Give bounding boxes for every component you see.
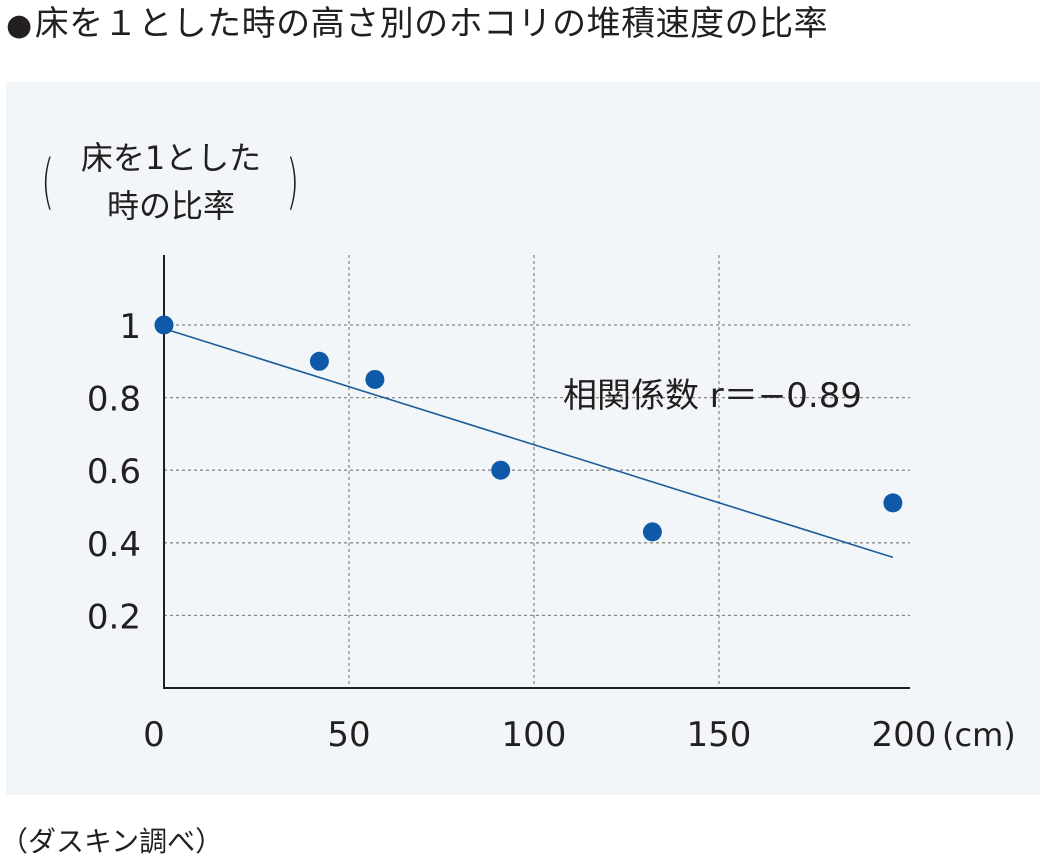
chart-title: ●床を１とした時の高さ別のホコリの堆積速度の比率 <box>6 2 828 48</box>
y-label-line1: 床を1とした <box>80 139 262 177</box>
trendline <box>163 327 894 559</box>
tick-labels: 0.2 0.4 0.6 0.8 1 0 50 100 150 200 (cm) <box>87 307 1016 755</box>
grid-lines <box>164 255 910 688</box>
chart-panel <box>6 82 1040 795</box>
correlation-annotation: 相関係数 r＝−0.89 <box>563 376 862 416</box>
x-tick-150: 150 <box>687 715 752 755</box>
data-point-5 <box>883 493 903 513</box>
data-points <box>154 315 903 542</box>
data-point-1 <box>309 351 329 371</box>
x-tick-0: 0 <box>143 715 165 755</box>
title-bullet: ● <box>6 8 33 43</box>
source-note: （ダスキン調べ） <box>0 825 224 858</box>
y-tick-0.4: 0.4 <box>87 525 141 565</box>
y-label-close-paren: ) <box>285 147 299 217</box>
y-label-line2: 時の比率 <box>106 187 235 225</box>
y-tick-0.8: 0.8 <box>87 380 141 420</box>
data-point-0 <box>154 315 174 335</box>
y-tick-1: 1 <box>119 307 141 347</box>
x-axis-unit: (cm) <box>942 716 1016 754</box>
data-point-3 <box>491 460 511 480</box>
x-tick-200: 200 <box>872 715 937 755</box>
y-axis-label: ( 床を1とした 時の比率 ) <box>36 132 306 242</box>
y-tick-0.6: 0.6 <box>87 452 141 492</box>
y-label-open-paren: ( <box>41 147 55 217</box>
data-point-4 <box>642 522 662 542</box>
x-tick-100: 100 <box>502 715 567 755</box>
trendline-group <box>163 327 894 559</box>
axes <box>163 255 910 689</box>
y-tick-0.2: 0.2 <box>87 597 141 637</box>
title-text: 床を１とした時の高さ別のホコリの堆積速度の比率 <box>34 4 829 44</box>
data-point-2 <box>365 369 385 389</box>
x-tick-50: 50 <box>327 715 370 755</box>
